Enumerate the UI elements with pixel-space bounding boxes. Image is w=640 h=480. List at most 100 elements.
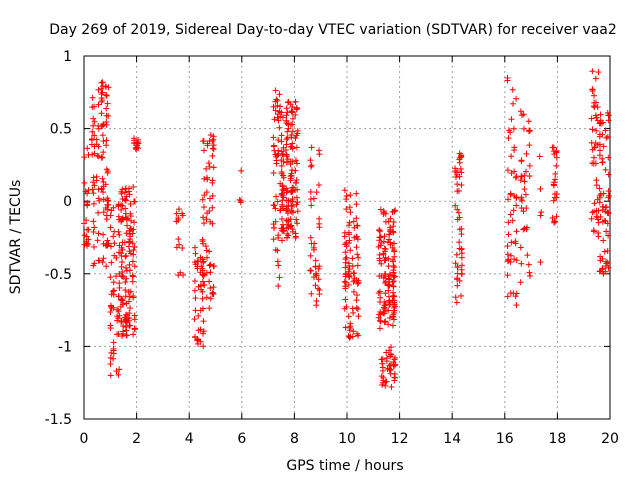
data-point [107,325,114,332]
data-point [350,218,357,225]
data-point [130,247,137,254]
data-point [526,269,533,276]
data-point [122,287,129,294]
data-point [280,227,287,234]
data-point [521,178,528,185]
data-point [81,232,88,239]
data-point [279,237,286,244]
data-point [310,246,317,253]
data-point [280,158,287,165]
data-point [207,269,214,276]
data-point [387,215,394,222]
data-point [553,149,560,156]
data-point [507,191,514,198]
data-point [375,290,382,297]
data-point [345,281,352,288]
data-point [458,262,465,269]
data-point [273,160,280,167]
data-point [287,121,294,128]
data-point [379,379,386,386]
data-point [590,160,597,167]
x-tick-label: 18 [548,431,566,447]
data-point [270,103,277,110]
data-point [342,249,349,256]
data-point [522,191,529,198]
data-point [119,296,126,303]
data-point [209,145,216,152]
data-point [593,114,600,121]
data-point [379,364,386,371]
data-point [454,216,461,223]
data-point [512,240,519,247]
data-point [288,207,295,214]
data-point [381,273,388,280]
data-point [84,199,91,206]
data-point [85,226,92,233]
data-point [292,111,299,118]
data-point [605,264,612,271]
data-point [600,203,607,210]
data-point [392,354,399,361]
x-tick-label: 2 [132,431,141,447]
data-point [604,133,611,140]
data-point [99,123,106,130]
data-point [201,192,208,199]
data-point [284,128,291,135]
data-point [91,118,98,125]
data-point [279,151,286,158]
data-point [387,351,394,358]
data-point [110,350,117,357]
y-tick-label: -1 [58,339,72,355]
data-point [605,188,612,195]
data-point [381,304,388,311]
data-point [95,125,102,132]
data-point [84,145,91,152]
data-point [209,177,216,184]
data-point [115,293,122,300]
data-point [275,136,282,143]
data-point [131,316,138,323]
data-point [91,260,98,267]
data-point [315,182,322,189]
data-point [343,254,350,261]
data-point [307,157,314,164]
data-point [353,233,360,240]
data-point [596,141,603,148]
data-point [287,177,294,184]
y-axis-label: SDTVAR / TECUs [8,180,24,295]
data-point [457,292,464,299]
data-point [387,226,394,233]
data-point [355,279,362,286]
data-point [350,328,357,335]
data-point [518,157,525,164]
data-point [125,243,132,250]
data-point [192,250,199,257]
data-point [512,293,519,300]
data-point [505,219,512,226]
data-point [520,125,527,132]
data-point [376,234,383,241]
data-point [553,154,560,161]
data-point [600,190,607,197]
chart-title: Day 269 of 2019, Sidereal Day-to-day VTE… [49,22,617,38]
data-point [315,276,322,283]
data-point [122,311,129,318]
data-point [591,104,598,111]
data-point [355,313,362,320]
data-point [604,247,611,254]
data-point [207,195,214,202]
data-point [289,140,296,147]
data-point [537,212,544,219]
data-point [130,294,137,301]
data-point [192,295,199,302]
data-point [191,287,198,294]
data-point [277,103,284,110]
data-point [107,212,114,219]
data-point [210,133,217,140]
data-point [349,333,356,340]
data-point [391,273,398,280]
data-point [513,290,520,297]
data-point [293,179,300,186]
data-point [312,282,319,289]
data-point [129,258,136,265]
